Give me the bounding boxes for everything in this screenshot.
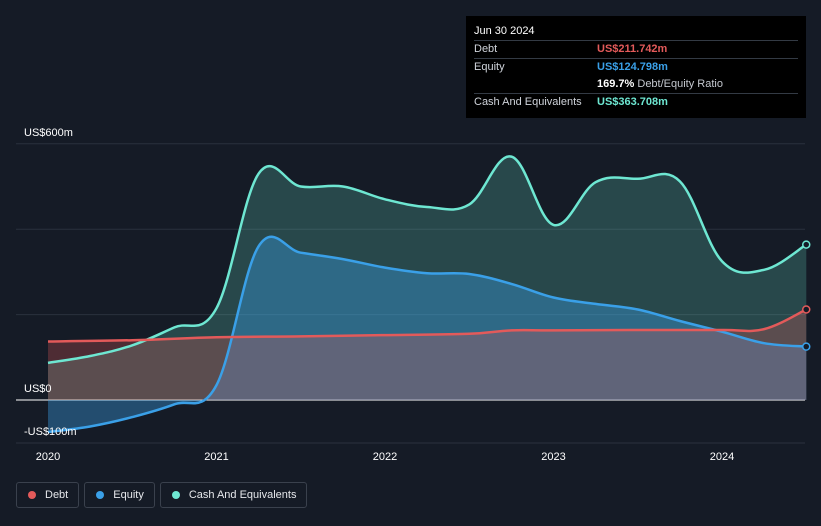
y-tick-labels: US$600m US$0 -US$100m bbox=[24, 127, 77, 438]
legend-debt-label: Debt bbox=[45, 489, 69, 501]
cash-and-equivalents-area bbox=[48, 156, 807, 400]
cash-and-equivalents-line bbox=[47, 155, 807, 365]
cash-dot-icon bbox=[171, 491, 180, 499]
tooltip-debt-label: Debt bbox=[474, 43, 498, 55]
grid-lines bbox=[16, 143, 805, 444]
tooltip-ratio-label bbox=[474, 76, 597, 93]
y-tick-label: US$600m bbox=[24, 127, 73, 139]
x-tick-label: 2021 bbox=[204, 451, 228, 463]
cash-and-equivalents-end-marker bbox=[802, 240, 811, 249]
tooltip-cash-value: US$363.708m bbox=[597, 96, 668, 108]
legend-cash-label: Cash And Equivalents bbox=[188, 489, 297, 501]
equity-end-marker bbox=[802, 342, 811, 351]
tooltip-ratio-sub: Debt/Equity Ratio bbox=[637, 78, 723, 90]
legend-item-equity[interactable]: Equity bbox=[84, 482, 155, 508]
tooltip-row-cash: Cash And Equivalents US$363.708m bbox=[474, 93, 798, 111]
tooltip-equity-value: US$124.798m bbox=[597, 61, 668, 73]
tooltip-cash-label: Cash And Equivalents bbox=[474, 96, 582, 108]
x-tick-label: 2020 bbox=[36, 451, 60, 463]
tooltip-date: Jun 30 2024 bbox=[474, 25, 535, 37]
debt-line bbox=[47, 308, 807, 343]
tooltip-ratio-value: 169.7% bbox=[597, 78, 635, 90]
series-areas bbox=[48, 156, 807, 432]
equity-line bbox=[47, 235, 807, 434]
x-tick-label: 2023 bbox=[541, 451, 565, 463]
tooltip-equity-label: Equity bbox=[474, 61, 505, 73]
x-tick-labels: 2020 2021 2022 2023 2024 bbox=[36, 451, 734, 463]
tooltip-panel: Jun 30 2024 Debt US$211.742m Equity US$1… bbox=[466, 16, 806, 118]
y-tick-label: -US$100m bbox=[24, 426, 77, 438]
series-lines bbox=[47, 155, 807, 434]
tooltip-row-ratio: 169.7% Debt/Equity Ratio bbox=[474, 76, 798, 93]
legend-item-cash[interactable]: Cash And Equivalents bbox=[159, 482, 308, 508]
y-tick-label: US$0 bbox=[24, 383, 52, 395]
x-tick-label: 2024 bbox=[710, 451, 734, 463]
tooltip-row-debt: Debt US$211.742m bbox=[474, 40, 798, 58]
equity-dot-icon bbox=[96, 491, 105, 499]
x-tick-label: 2022 bbox=[373, 451, 397, 463]
legend-equity-label: Equity bbox=[113, 489, 144, 501]
tooltip-row-equity: Equity US$124.798m bbox=[474, 58, 798, 76]
tooltip-debt-value: US$211.742m bbox=[597, 43, 668, 55]
legend-item-debt[interactable]: Debt bbox=[16, 482, 80, 508]
debt-dot-icon bbox=[28, 491, 36, 499]
end-markers bbox=[802, 240, 811, 351]
debt-area bbox=[48, 309, 807, 400]
debt-end-marker bbox=[802, 305, 811, 314]
chart-legend: Debt Equity Cash And Equivalents bbox=[16, 482, 308, 508]
